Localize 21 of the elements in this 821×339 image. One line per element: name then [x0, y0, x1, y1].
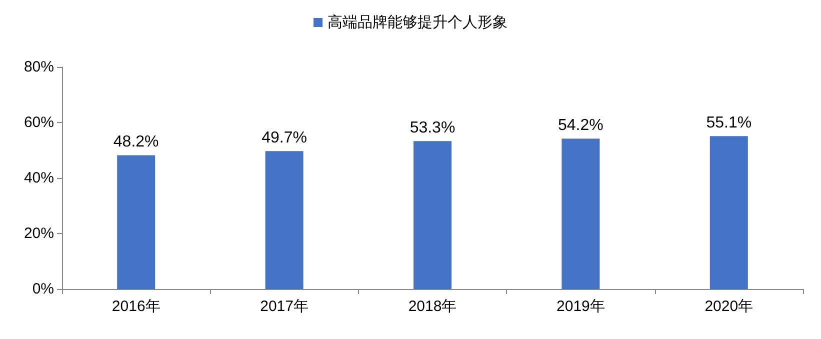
x-tick-label: 2020年 — [704, 298, 754, 315]
data-label: 49.7% — [262, 130, 307, 147]
legend-label: 高端品牌能够提升个人形象 — [328, 14, 508, 31]
x-tick-label: 2019年 — [556, 298, 605, 315]
data-label: 48.2% — [113, 134, 159, 151]
y-tick-label: 40% — [24, 170, 54, 186]
x-tick-label: 2016年 — [112, 298, 160, 315]
x-tick-label: 2017年 — [260, 298, 308, 315]
bar — [117, 155, 156, 289]
data-label: 54.2% — [558, 117, 604, 134]
y-tick-label: 60% — [24, 114, 54, 131]
bar — [414, 141, 452, 289]
y-tick-label: 20% — [24, 225, 54, 242]
bar — [710, 136, 748, 289]
y-tick-label: 80% — [24, 58, 54, 76]
bar — [562, 138, 600, 289]
data-label: 55.1% — [706, 114, 752, 132]
y-tick-label: 0% — [32, 280, 54, 298]
data-label: 53.3% — [410, 120, 456, 137]
bar — [265, 151, 304, 289]
x-tick-label: 2018年 — [408, 298, 457, 315]
